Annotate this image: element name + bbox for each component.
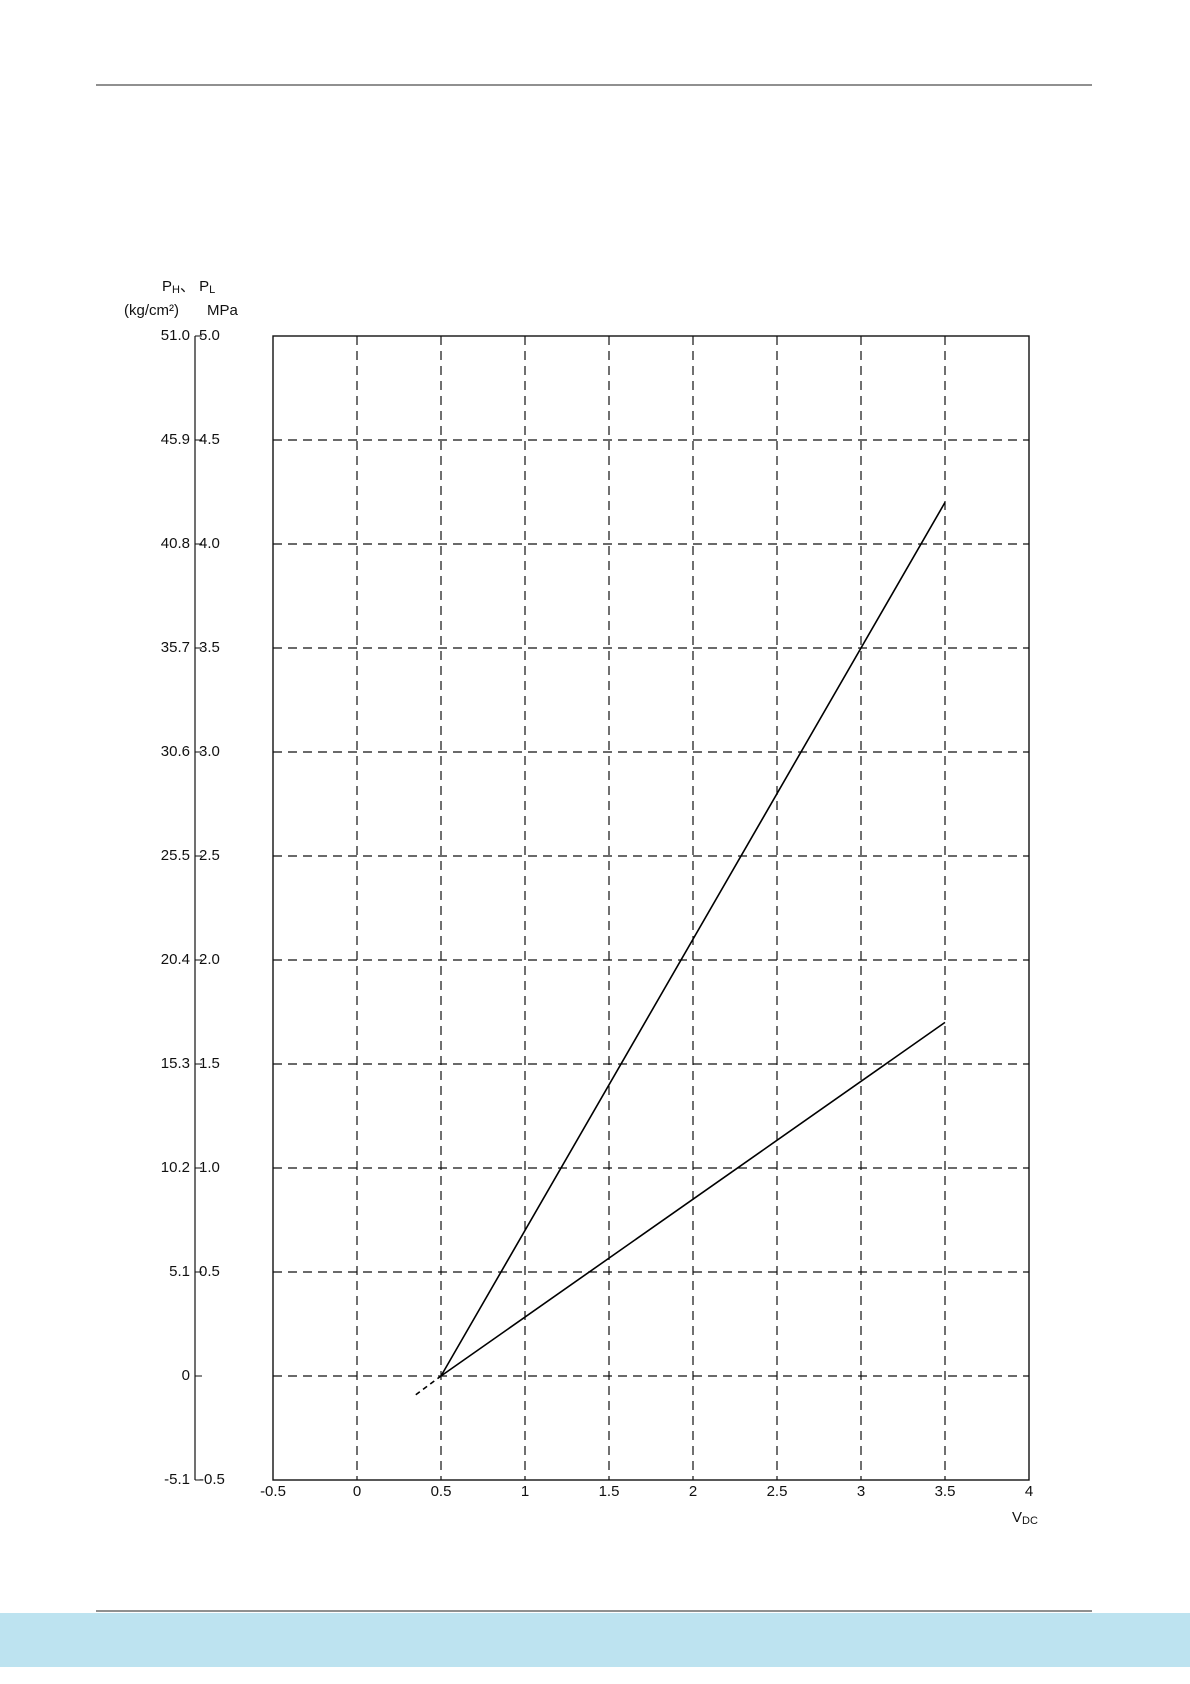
y2-tick-label: 20.4 xyxy=(161,951,190,968)
x-tick-label: 4 xyxy=(1025,1483,1033,1500)
y-title-sub: L xyxy=(209,284,215,296)
y-tick-label: 3.5 xyxy=(199,639,220,656)
y2-tick-label: 5.1 xyxy=(169,1263,190,1280)
y-tick-label: -0.5 xyxy=(199,1471,225,1488)
data-line xyxy=(415,1375,442,1396)
y-tick-label: 2.5 xyxy=(199,847,220,864)
y-title: PH、 PL xyxy=(162,278,215,296)
y2-tick-label: 0 xyxy=(182,1367,190,1384)
footer-band xyxy=(0,1613,1190,1667)
x-tick-label: -0.5 xyxy=(260,1483,286,1500)
data-line xyxy=(440,1021,946,1377)
y2-tick-label: 40.8 xyxy=(161,535,190,552)
y-tick-label: 4.0 xyxy=(199,535,220,552)
y2-tick-label: 15.3 xyxy=(161,1055,190,1072)
x-tick-label: 0 xyxy=(353,1483,361,1500)
x-tick-label: 3.5 xyxy=(935,1483,956,1500)
y-tick-label: 5.0 xyxy=(199,327,220,344)
y-title-sub: H xyxy=(172,284,180,296)
x-label-part: V xyxy=(1012,1509,1022,1526)
x-label-sub: DC xyxy=(1022,1515,1038,1527)
x-tick-label: 0.5 xyxy=(431,1483,452,1500)
y-tick-label: 3.0 xyxy=(199,743,220,760)
x-tick-label: 2.5 xyxy=(767,1483,788,1500)
y2-tick-label: 45.9 xyxy=(161,431,190,448)
y2-tick-label: 10.2 xyxy=(161,1159,190,1176)
y-unit-right: MPa xyxy=(207,302,239,319)
x-tick-label: 1.5 xyxy=(599,1483,620,1500)
x-label: VDC xyxy=(1012,1509,1038,1527)
x-tick-label: 3 xyxy=(857,1483,865,1500)
y-tick-label: 2.0 xyxy=(199,951,220,968)
y-unit-left: (kg/cm²) xyxy=(124,302,179,319)
y2-tick-label: -5.1 xyxy=(164,1471,190,1488)
data-line xyxy=(440,502,946,1377)
y-tick-label: 1.5 xyxy=(199,1055,220,1072)
y-tick-label: 0.5 xyxy=(199,1263,220,1280)
y2-tick-label: 30.6 xyxy=(161,743,190,760)
y-title-part: 、 P xyxy=(180,278,209,295)
x-tick-label: 2 xyxy=(689,1483,697,1500)
y2-tick-label: 25.5 xyxy=(161,847,190,864)
y2-tick-label: 35.7 xyxy=(161,639,190,656)
y-title-part: P xyxy=(162,278,172,295)
y-tick-label: 1.0 xyxy=(199,1159,220,1176)
x-tick-label: 1 xyxy=(521,1483,529,1500)
y2-tick-label: 51.0 xyxy=(161,327,190,344)
plot-frame xyxy=(272,335,1030,1481)
y-tick-label: 4.5 xyxy=(199,431,220,448)
